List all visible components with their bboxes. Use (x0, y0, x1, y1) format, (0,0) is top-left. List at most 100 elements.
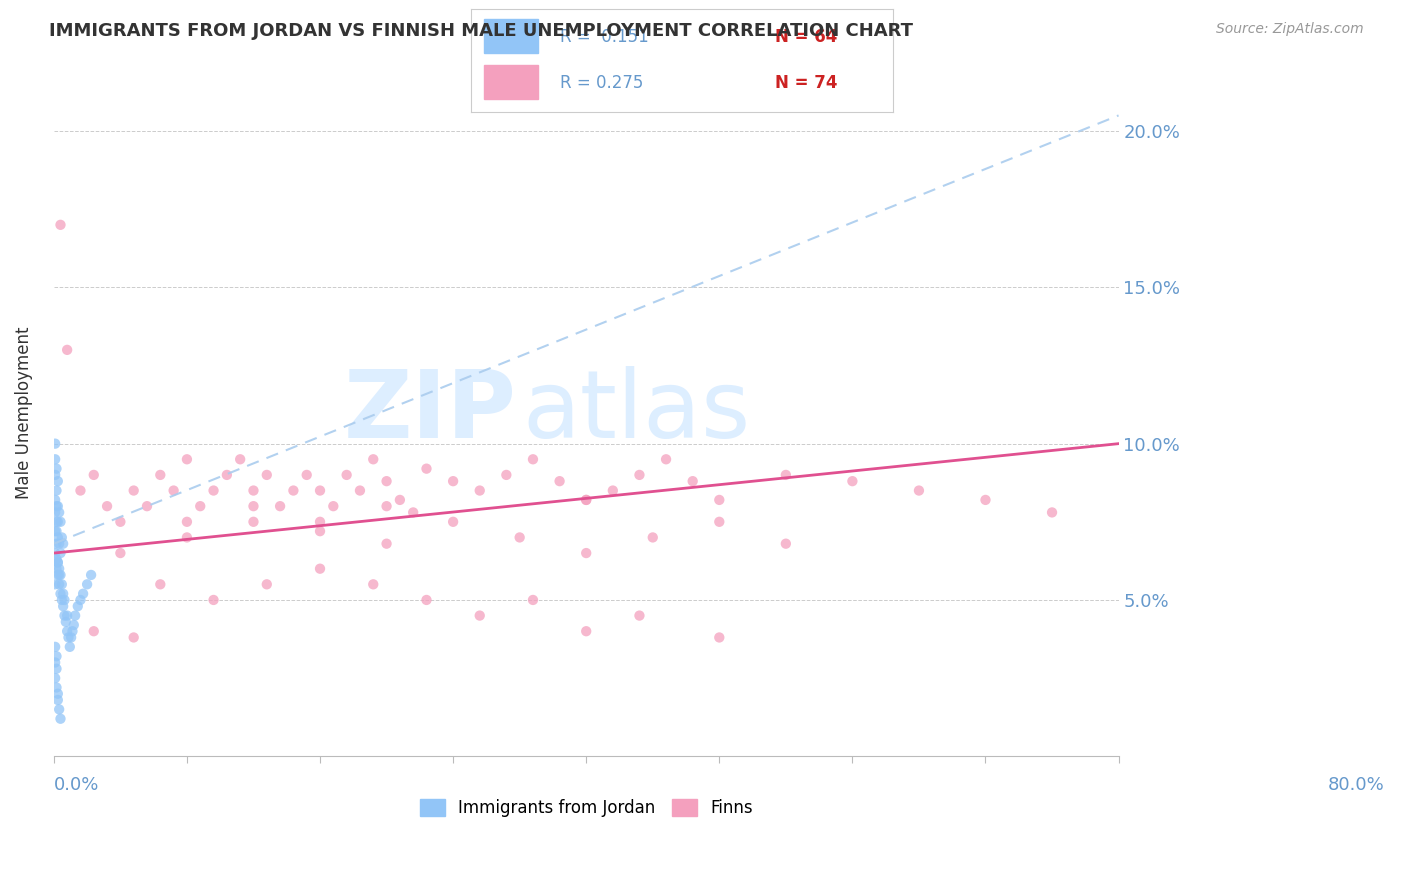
Text: R = 0.275: R = 0.275 (560, 74, 643, 92)
Point (55, 615, 77, 629)
Point (775, 467, 797, 482)
Point (242, 515, 264, 529)
Point (48, 577, 70, 591)
Point (682, 474, 704, 488)
Point (202, 593, 225, 607)
Point (56, 624, 79, 639)
Point (441, 474, 464, 488)
Point (122, 631, 145, 645)
Legend: Immigrants from Jordan, Finns: Immigrants from Jordan, Finns (413, 792, 759, 823)
Point (309, 515, 332, 529)
Point (361, 452, 384, 467)
Point (628, 608, 651, 623)
Point (66, 599, 89, 614)
Point (1040, 505, 1063, 519)
Point (45, 552, 67, 566)
Point (46, 687, 69, 701)
Point (709, 515, 731, 529)
Point (709, 492, 731, 507)
Point (841, 474, 863, 488)
Point (44, 505, 66, 519)
Point (468, 483, 491, 498)
Point (45, 524, 67, 538)
Point (51, 531, 73, 545)
Point (256, 467, 278, 482)
Point (53, 593, 76, 607)
Point (69, 483, 91, 498)
Point (45, 483, 67, 498)
Point (49, 515, 72, 529)
Point (45, 681, 67, 695)
Point (415, 593, 437, 607)
Text: N = 74: N = 74 (775, 74, 837, 92)
Point (322, 499, 344, 513)
Point (46, 499, 69, 513)
Point (49, 218, 72, 232)
Point (48, 568, 70, 582)
Point (96, 499, 118, 513)
Point (45, 515, 67, 529)
Point (415, 461, 437, 475)
Point (45, 499, 67, 513)
Point (58, 631, 80, 645)
Point (149, 577, 172, 591)
Point (80, 568, 103, 582)
Point (52, 587, 75, 601)
Point (522, 452, 544, 467)
Point (402, 505, 425, 519)
Point (48, 537, 70, 551)
Point (309, 562, 332, 576)
Point (176, 452, 198, 467)
Point (76, 577, 98, 591)
Point (361, 577, 384, 591)
Point (122, 483, 145, 498)
Point (349, 483, 371, 498)
Y-axis label: Male Unemployment: Male Unemployment (15, 326, 32, 499)
Text: atlas: atlas (522, 367, 751, 458)
Point (709, 631, 731, 645)
Point (110, 515, 132, 529)
Point (46, 531, 69, 545)
Point (46, 556, 69, 570)
Point (908, 483, 931, 498)
Point (63, 608, 86, 623)
Point (162, 483, 184, 498)
Point (309, 483, 332, 498)
Point (48, 562, 70, 576)
Point (242, 483, 264, 498)
Point (336, 467, 359, 482)
Point (548, 474, 571, 488)
Point (575, 546, 598, 560)
Point (309, 524, 332, 538)
Point (51, 593, 73, 607)
Point (56, 608, 79, 623)
Point (49, 712, 72, 726)
Point (44, 467, 66, 482)
Point (45, 461, 67, 475)
Point (49, 546, 72, 560)
Point (44, 577, 66, 591)
Point (45, 662, 67, 676)
Point (575, 624, 598, 639)
Point (83, 467, 105, 482)
Point (44, 436, 66, 450)
Point (44, 546, 66, 560)
Point (44, 640, 66, 654)
Point (44, 656, 66, 670)
Point (45, 537, 67, 551)
Point (46, 693, 69, 707)
Point (72, 587, 94, 601)
Point (52, 537, 75, 551)
Point (509, 531, 531, 545)
Point (602, 483, 624, 498)
Point (229, 452, 252, 467)
Text: Source: ZipAtlas.com: Source: ZipAtlas.com (1216, 22, 1364, 37)
Point (60, 631, 83, 645)
Point (256, 577, 278, 591)
Bar (484, 65, 538, 99)
Bar (484, 19, 538, 53)
Point (295, 467, 318, 482)
Point (388, 492, 411, 507)
Point (59, 640, 82, 654)
Point (176, 531, 198, 545)
